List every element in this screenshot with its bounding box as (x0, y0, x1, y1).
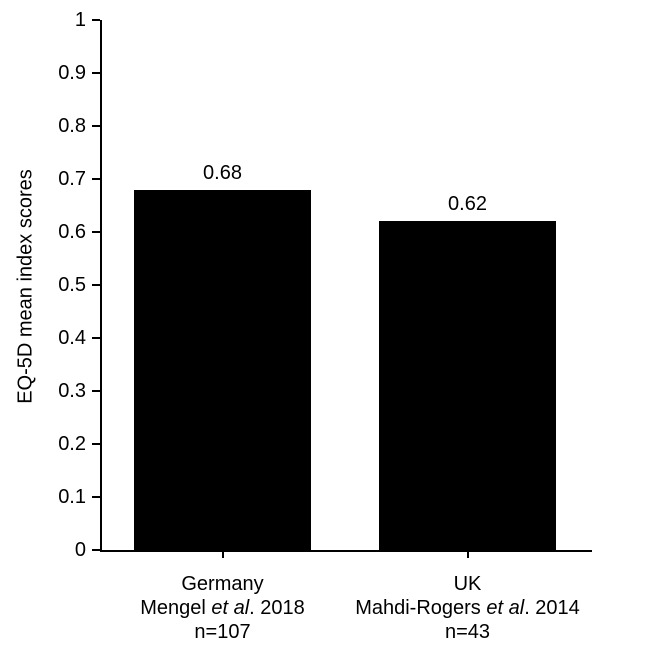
y-tick-label: 0.3 (36, 380, 86, 403)
x-label-country: UK (345, 572, 590, 596)
y-tick-mark (92, 178, 100, 180)
x-label-citation: Mengel et al. 2018 (100, 596, 345, 620)
y-tick-label: 0 (36, 539, 86, 562)
bar-value-label: 0.68 (134, 162, 310, 185)
y-tick-mark (92, 549, 100, 551)
x-category-label: UKMahdi-Rogers et al. 2014n=43 (345, 572, 590, 644)
citation-prefix: Mahdi-Rogers (355, 597, 486, 619)
x-label-country: Germany (100, 572, 345, 596)
y-axis-label: EQ-5D mean index scores (15, 137, 38, 437)
x-category-label: GermanyMengel et al. 2018n=107 (100, 572, 345, 644)
eq5d-bar-chart: EQ-5D mean index scores 0 0.1 0.2 0.3 0.4 0.5… (0, 0, 646, 666)
x-label-n: n=43 (345, 620, 590, 644)
y-tick-label: 0.1 (36, 486, 86, 509)
y-tick-mark (92, 443, 100, 445)
y-tick-label: 0.9 (36, 62, 86, 85)
citation-prefix: Mengel (140, 597, 211, 619)
citation-suffix: . 2018 (249, 597, 305, 619)
y-tick-mark (92, 337, 100, 339)
citation-suffix: . 2014 (524, 597, 580, 619)
citation-etal: et al (486, 597, 524, 619)
y-tick-mark (92, 231, 100, 233)
x-label-citation: Mahdi-Rogers et al. 2014 (345, 596, 590, 620)
y-tick-label: 0.4 (36, 327, 86, 350)
x-tick-mark (222, 550, 224, 558)
y-tick-label: 0.8 (36, 115, 86, 138)
y-tick-label: 0.7 (36, 168, 86, 191)
x-label-n: n=107 (100, 620, 345, 644)
y-tick-mark (92, 125, 100, 127)
bar-value-label: 0.62 (379, 193, 555, 216)
bar (134, 190, 310, 550)
y-tick-label: 0.2 (36, 433, 86, 456)
y-tick-label: 1 (36, 9, 86, 32)
y-tick-mark (92, 72, 100, 74)
y-tick-label: 0.6 (36, 221, 86, 244)
x-tick-mark (467, 550, 469, 558)
y-tick-mark (92, 19, 100, 21)
y-tick-mark (92, 390, 100, 392)
bar (379, 221, 555, 550)
y-tick-mark (92, 496, 100, 498)
citation-etal: et al (211, 597, 249, 619)
y-tick-label: 0.5 (36, 274, 86, 297)
y-tick-mark (92, 284, 100, 286)
